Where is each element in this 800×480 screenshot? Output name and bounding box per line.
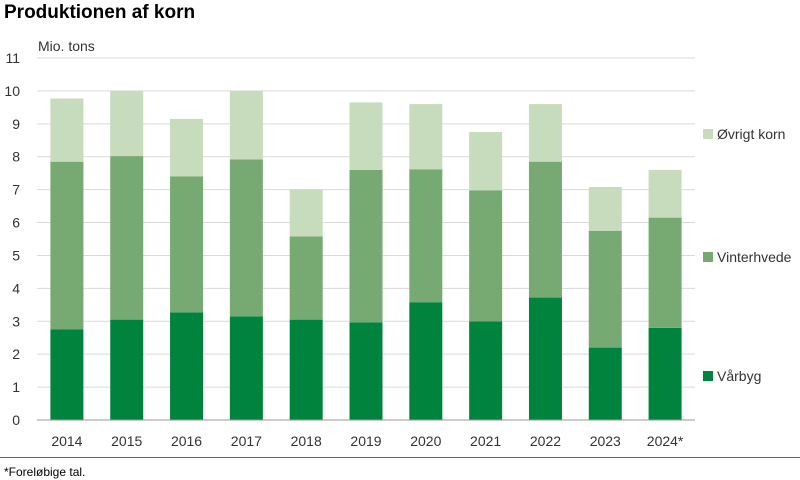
x-tick-label: 2021	[470, 433, 501, 449]
bar-segment-ovrigt-korn	[588, 187, 622, 231]
legend-label: Øvrigt korn	[717, 126, 785, 142]
x-tick-label: 2022	[530, 433, 561, 449]
x-tick-label: 2024*	[647, 433, 684, 449]
bottom-divider	[0, 457, 800, 458]
legend-swatch-varbyg	[703, 371, 713, 381]
grid-lines	[37, 57, 695, 388]
bar-segment-varbyg	[50, 329, 84, 420]
bar-segment-ovrigt-korn	[648, 169, 682, 218]
y-tick-label: 3	[12, 313, 20, 329]
bar-segment-ovrigt-korn	[110, 90, 144, 157]
bar-segment-varbyg	[349, 322, 383, 420]
bar-segment-varbyg	[528, 297, 562, 420]
bar-segment-varbyg	[588, 347, 622, 420]
bar-segment-ovrigt-korn	[229, 90, 263, 160]
y-tick-label: 2	[12, 346, 20, 362]
chart-title: Produktionen af korn	[4, 2, 196, 23]
legend: Vårbyg Vinterhvede Øvrigt korn	[703, 126, 792, 384]
bar-segment-ovrigt-korn	[349, 102, 383, 170]
bar-segment-vinterhvede	[528, 161, 562, 298]
bar-segment-vinterhvede	[648, 217, 682, 328]
y-tick-label: 10	[4, 83, 20, 99]
legend-label: Vinterhvede	[717, 249, 792, 265]
bar-segment-vinterhvede	[50, 161, 84, 330]
bars	[50, 90, 682, 420]
bar-segment-vinterhvede	[229, 159, 263, 317]
x-tick-label: 2017	[231, 433, 262, 449]
y-tick-label: 5	[12, 247, 20, 263]
bar-segment-vinterhvede	[289, 236, 323, 320]
bar-segment-ovrigt-korn	[289, 189, 323, 237]
y-axis-unit-label: Mio. tons	[38, 38, 95, 54]
bar-segment-vinterhvede	[588, 230, 622, 348]
bar-segment-varbyg	[409, 302, 443, 420]
bar-segment-ovrigt-korn	[170, 118, 204, 177]
footnote: *Foreløbige tal.	[4, 465, 86, 479]
bar-segment-varbyg	[289, 319, 323, 420]
y-tick-label: 4	[12, 280, 20, 296]
bar-segment-varbyg	[648, 327, 682, 420]
bar-segment-ovrigt-korn	[528, 104, 562, 162]
bar-segment-ovrigt-korn	[50, 98, 84, 162]
bar-segment-varbyg	[229, 316, 263, 420]
x-tick-label: 2018	[291, 433, 322, 449]
x-tick-label: 2014	[51, 433, 82, 449]
y-tick-label: 7	[12, 182, 20, 198]
bar-segment-varbyg	[110, 319, 144, 420]
y-tick-label: 6	[12, 215, 20, 231]
bar-segment-vinterhvede	[170, 176, 204, 313]
legend-swatch-ovrigt-korn	[703, 129, 713, 139]
legend-swatch-vinterhvede	[703, 252, 713, 262]
bar-segment-vinterhvede	[110, 156, 144, 320]
y-tick-label: 9	[12, 116, 20, 132]
y-tick-label: 0	[12, 412, 20, 428]
axes: 0 1 2 3 4 5 6 7 8 9 10 11 2014 2015 2016 2017 2018 2019 20…	[4, 50, 695, 449]
bar-segment-vinterhvede	[469, 190, 503, 322]
stacked-bar-chart: 0 1 2 3 4 5 6 7 8 9 10 11 2014 2015 2016 2017 2018 2019 20…	[4, 50, 792, 449]
bar-segment-ovrigt-korn	[409, 104, 443, 170]
x-tick-label: 2019	[350, 433, 381, 449]
bar-segment-varbyg	[469, 321, 503, 420]
x-tick-label: 2016	[171, 433, 202, 449]
y-tick-label: 11	[5, 50, 20, 66]
x-tick-label: 2023	[590, 433, 621, 449]
bar-segment-vinterhvede	[409, 169, 443, 303]
x-tick-label: 2020	[410, 433, 441, 449]
bar-segment-vinterhvede	[349, 169, 383, 323]
bar-segment-varbyg	[170, 312, 204, 420]
y-tick-label: 1	[12, 379, 20, 395]
bar-segment-ovrigt-korn	[469, 132, 503, 191]
legend-label: Vårbyg	[717, 368, 761, 384]
x-tick-label: 2015	[111, 433, 142, 449]
y-tick-label: 8	[12, 149, 20, 165]
